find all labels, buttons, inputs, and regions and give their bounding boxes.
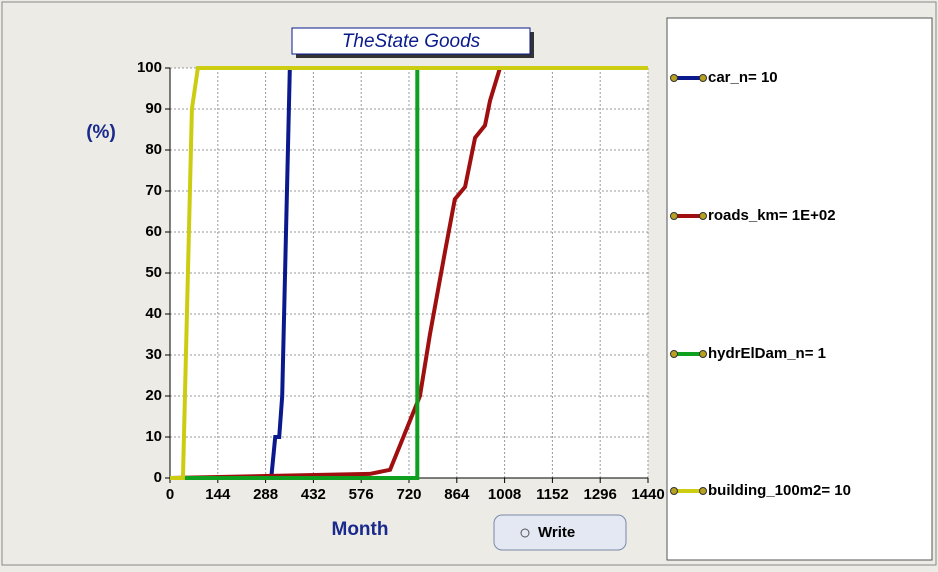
y-tick-label: 50 (145, 264, 162, 281)
y-axis-label: (%) (86, 122, 116, 143)
x-tick-label: 432 (301, 486, 326, 503)
legend-dot (699, 487, 707, 495)
title-box (291, 27, 531, 55)
x-tick-label: 0 (166, 486, 174, 503)
legend-dot (699, 74, 707, 82)
y-tick-label: 90 (145, 100, 162, 117)
x-tick-label: 1440 (631, 486, 664, 503)
y-tick-label: 80 (145, 141, 162, 158)
x-tick-label: 576 (349, 486, 374, 503)
x-tick-label: 720 (396, 486, 421, 503)
write-button[interactable]: Write (493, 514, 627, 551)
x-tick-label: 1008 (488, 486, 521, 503)
legend-label: hydrElDam_n= 1 (708, 345, 826, 362)
legend-dot (670, 74, 678, 82)
series-line (170, 66, 648, 480)
legend-label: car_n= 10 (708, 69, 778, 86)
x-axis-label: Month (332, 519, 389, 540)
legend-dot (670, 350, 678, 358)
series-line (169, 66, 648, 480)
button-label[interactable]: Write (538, 524, 575, 541)
y-tick-label: 10 (145, 428, 162, 445)
legend-dot (670, 487, 678, 495)
x-tick-label: 864 (444, 486, 470, 503)
button-bg[interactable] (493, 514, 627, 551)
y-tick-label: 20 (145, 387, 162, 404)
y-tick-label: 60 (145, 223, 162, 240)
legend-panel (666, 17, 933, 561)
y-tick-label: 70 (145, 182, 162, 199)
legend-dot (670, 212, 678, 220)
y-tick-label: 100 (137, 59, 162, 76)
legend-label: roads_km= 1E+02 (708, 207, 836, 224)
button-radio[interactable] (520, 528, 530, 538)
legend-label: building_100m2= 10 (708, 482, 851, 499)
chart-title: TheState Goods (342, 31, 481, 52)
x-tick-label: 1152 (536, 486, 569, 503)
y-tick-label: 40 (145, 305, 162, 322)
x-tick-label: 1296 (584, 486, 617, 503)
x-tick-label: 288 (253, 486, 278, 503)
y-tick-label: 30 (145, 346, 162, 363)
legend-dot (699, 212, 707, 220)
x-tick-label: 144 (205, 486, 231, 503)
y-tick-label: 0 (154, 469, 162, 486)
legend-dot (699, 350, 707, 358)
